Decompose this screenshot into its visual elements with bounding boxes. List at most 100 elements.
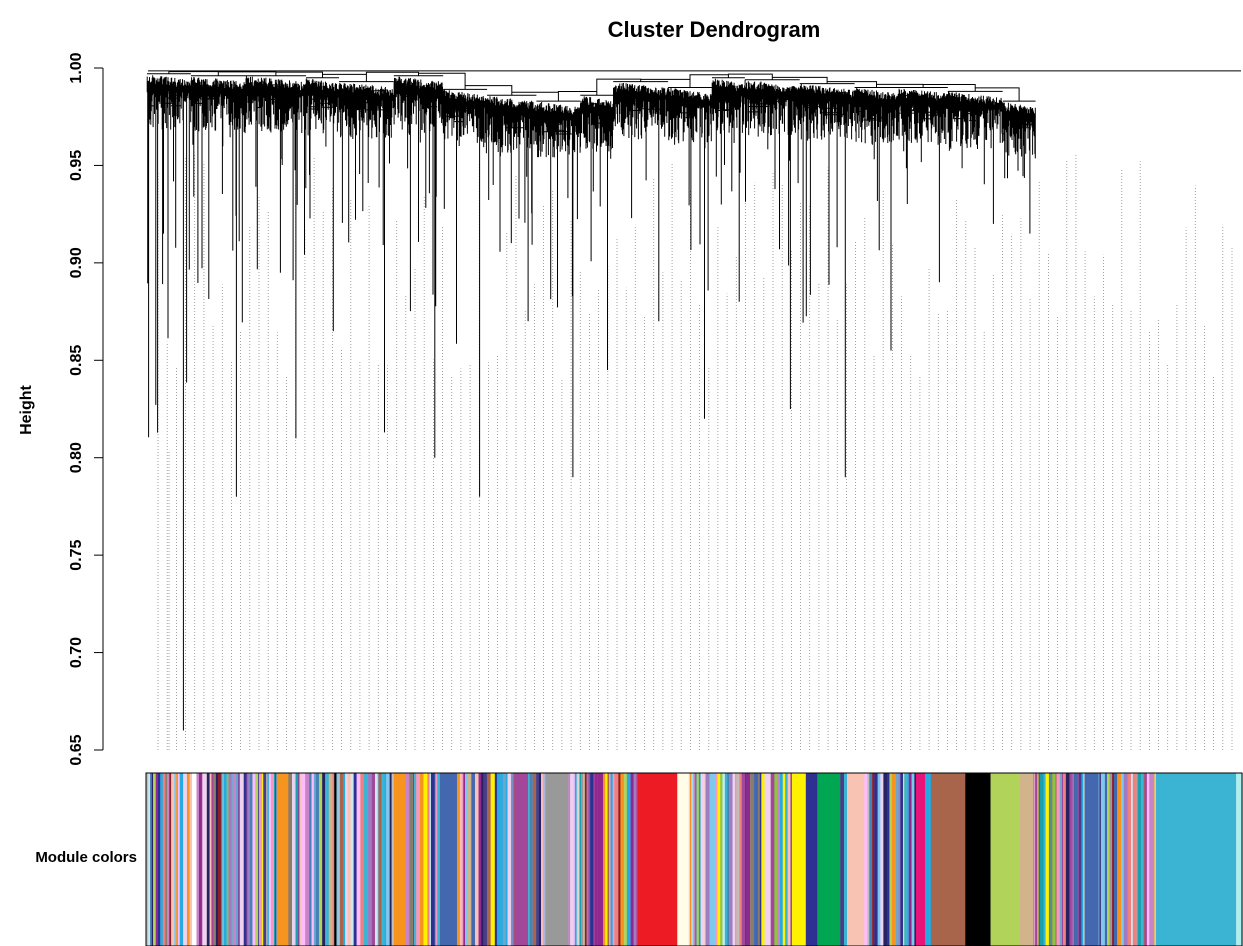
module-color-stripe [196,773,200,946]
module-color-stripe [902,773,905,946]
module-color-stripe [1061,773,1064,946]
module-color-stripe [167,773,170,946]
module-color-stripe [319,773,323,946]
module-color-stripe [174,773,177,946]
module-color-stripe [572,773,575,946]
module-color-stripe [1073,773,1078,946]
module-color-stripe [1130,773,1133,946]
module-color-stripe [724,773,728,946]
module-color-stripe [745,773,747,946]
module-color-blue [805,773,818,946]
module-color-stripe [757,773,760,946]
module-color-stripe [266,773,268,946]
module-color-stripe [1104,773,1108,946]
y-axis: 0.65 0.70 0.75 0.80 0.85 0.90 0.95 1.00 [68,52,104,766]
module-color-stripe [581,773,584,946]
module-color-stripe [507,773,512,946]
module-color-stripe [767,773,771,946]
module-color-stripe [614,773,619,946]
module-color-stripe [574,773,577,946]
module-color-stripe [777,773,781,946]
module-color-stripe [271,773,275,946]
module-color-stripe [169,773,172,946]
module-color-stripe [311,773,314,946]
module-color-stripe [301,773,306,946]
module-color-stripe [1052,773,1056,946]
module-color-stripe [722,773,725,946]
module-color-stripe [883,773,887,946]
module-color-stripe [626,773,631,946]
module-color-stripe [483,773,488,946]
module-color-stripe [1098,773,1100,946]
module-color-stripe [367,773,372,946]
module-color-stripe [630,773,634,946]
module-color-stripe [146,773,149,946]
module-color-stripe [1109,773,1113,946]
module-color-stripe [274,773,277,946]
module-color-stripe [1149,773,1152,946]
module-color-stripe [720,773,723,946]
module-color-stripe [864,773,868,946]
module-color-stripe [430,773,435,946]
module-color-stripe [183,773,188,946]
module-color-stripe [437,773,440,946]
module-color-magenta [514,773,529,946]
module-color-stripe [603,773,606,946]
module-color-stripe [456,773,461,946]
module-color-stripe [215,773,219,946]
module-color-stripe [384,773,387,946]
module-color-stripe [268,773,272,946]
module-color-stripe [467,773,472,946]
module-color-stripe [891,773,896,946]
module-color-stripe [727,773,730,946]
module-color-stripe [588,773,591,946]
module-color-stripe [698,773,701,946]
module-color-stripe [371,773,376,946]
module-color-stripe [1081,773,1084,946]
module-color-stripe [160,773,163,946]
module-color-stripe [429,773,432,946]
module-color-stripe [243,773,247,946]
module-color-stripe [231,773,233,946]
module-color-stripe [759,773,762,946]
module-color-stripe [363,773,368,946]
leaf-guides [157,152,1233,750]
module-color-stripe [294,773,297,946]
module-color-stripe [750,773,755,946]
module-color-stripe [1099,773,1102,946]
module-color-stripe [414,773,416,946]
y-tick-label: 0.80 [68,442,85,473]
module-color-stripe [1050,773,1053,946]
module-color-stripe [568,773,571,946]
module-color-stripe [1117,773,1122,946]
module-color-stripe [696,773,699,946]
y-tick-label: 0.95 [68,150,85,181]
module-color-stripe [155,773,159,946]
module-color-bar-border [145,772,1243,946]
module-color-orange [276,773,289,946]
module-color-stripe [153,773,156,946]
module-color-stripe [434,773,436,946]
module-color-stripe [299,773,302,946]
module-color-stripe [1150,773,1155,946]
module-color-stripe [704,773,706,946]
module-color-stripe [1121,773,1124,946]
module-color-stripe [416,773,421,946]
module-color-stripe [213,773,217,946]
module-color-stripe [471,773,476,946]
module-color-stripe [898,773,901,946]
module-color-stripe [322,773,326,946]
module-color-stripe [1045,773,1050,946]
module-color-stripe [464,773,468,946]
module-color-stripe [536,773,540,946]
module-color-stripe [1113,773,1118,946]
module-color-stripe [206,773,210,946]
module-color-stripe [1144,773,1148,946]
module-color-stripe [1136,773,1139,946]
module-color-stripe [736,773,740,946]
module-color-stripe [481,773,484,946]
module-color-stripe [381,773,385,946]
module-color-stripe [247,773,250,946]
y-axis-label: Height [18,384,35,434]
module-color-stripe [505,773,508,946]
